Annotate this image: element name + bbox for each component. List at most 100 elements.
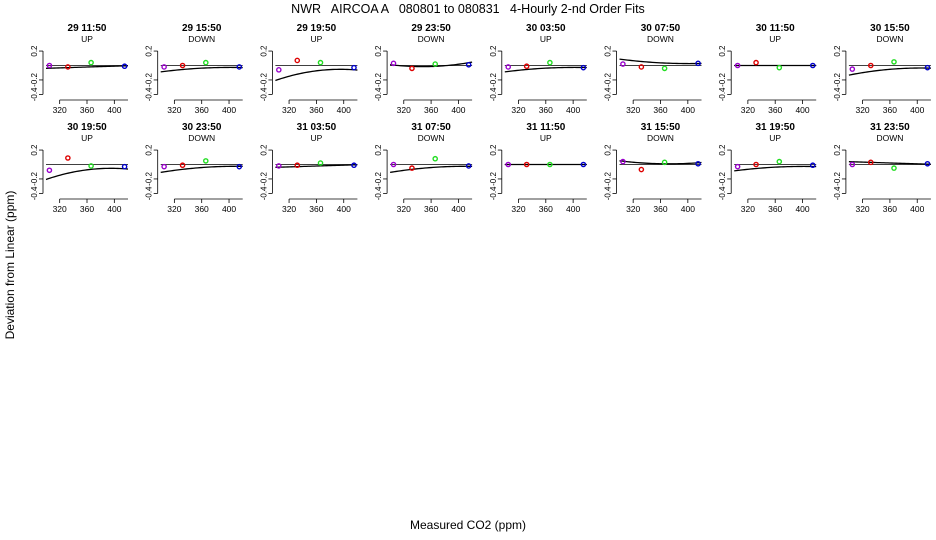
panel-direction-label: DOWN xyxy=(876,34,903,44)
panel-direction-label: UP xyxy=(540,34,552,44)
y-tick-label: -0.2 xyxy=(604,73,613,87)
fit-curve xyxy=(619,58,702,65)
x-tick-label: 320 xyxy=(511,204,525,214)
y-tick-label: -0.4 xyxy=(604,186,613,200)
x-tick-label: 400 xyxy=(795,105,809,115)
y-tick-label: -0.2 xyxy=(374,73,383,87)
y-tick-label: -0.2 xyxy=(489,73,498,87)
panel-title: 31 15:50 xyxy=(641,122,681,133)
panel-title: 31 11:50 xyxy=(526,122,565,133)
y-tick-label: -0.4 xyxy=(145,87,154,101)
y-tick-label: -0.2 xyxy=(718,172,727,186)
panel-title: 30 19:50 xyxy=(67,122,107,133)
data-point xyxy=(390,161,397,168)
panel-title: 29 19:50 xyxy=(297,23,337,34)
panel-title: 30 03:50 xyxy=(526,23,566,34)
fit-curve xyxy=(848,67,931,76)
x-tick-label: 360 xyxy=(653,204,667,214)
x-tick-label: 360 xyxy=(883,105,897,115)
x-tick-label: 360 xyxy=(424,105,438,115)
y-tick-label: -0.4 xyxy=(259,186,268,200)
data-point xyxy=(547,161,553,168)
y-tick-label: 0.2 xyxy=(30,144,39,156)
x-tick-label: 360 xyxy=(653,105,667,115)
data-point xyxy=(620,61,626,67)
panel-title: 30 23:50 xyxy=(182,122,222,133)
x-tick-label: 400 xyxy=(795,204,809,214)
data-point xyxy=(776,64,783,71)
panel-direction-label: UP xyxy=(81,133,93,143)
x-tick-label: 320 xyxy=(397,204,411,214)
x-tick-label: 320 xyxy=(167,105,181,115)
panel-direction-label: DOWN xyxy=(418,133,445,143)
y-tick-label: -0.4 xyxy=(30,186,39,200)
x-tick-label: 320 xyxy=(741,105,755,115)
x-axis-label: Measured CO2 (ppm) xyxy=(409,518,527,532)
x-tick-label: 320 xyxy=(626,105,640,115)
data-point xyxy=(88,163,94,169)
fit-curve xyxy=(160,66,243,73)
data-point xyxy=(924,64,931,71)
data-point xyxy=(121,63,128,70)
panel-direction-label: DOWN xyxy=(876,133,903,143)
panel-title: 31 23:50 xyxy=(870,122,910,133)
data-point xyxy=(121,163,128,170)
data-point xyxy=(505,161,512,168)
y-tick-label: 0.2 xyxy=(833,45,842,57)
data-point xyxy=(734,62,741,69)
y-tick-label: -0.4 xyxy=(374,87,383,101)
data-point xyxy=(65,155,71,161)
data-point xyxy=(661,159,668,166)
x-tick-label: 400 xyxy=(337,105,351,115)
x-tick-label: 400 xyxy=(107,204,121,214)
y-tick-label: 0.2 xyxy=(718,45,727,57)
x-tick-label: 400 xyxy=(681,105,695,115)
data-point xyxy=(351,162,357,169)
y-tick-label: -0.2 xyxy=(604,172,613,186)
y-tick-label: -0.4 xyxy=(833,87,842,101)
data-point xyxy=(580,64,587,71)
data-point xyxy=(236,64,243,70)
x-tick-label: 320 xyxy=(855,105,869,115)
data-point xyxy=(867,62,874,69)
panel-direction-label: UP xyxy=(81,34,93,44)
fit-curve xyxy=(275,164,358,168)
fit-curve xyxy=(619,160,702,165)
y-tick-label: -0.2 xyxy=(489,172,498,186)
panel-title: 30 15:50 xyxy=(870,23,910,34)
data-point xyxy=(432,155,439,162)
y-tick-label: 0.2 xyxy=(145,144,154,156)
data-point xyxy=(638,166,645,173)
fit-curve xyxy=(45,167,129,181)
y-tick-label: 0.2 xyxy=(374,45,383,57)
y-tick-label: -0.2 xyxy=(833,172,842,186)
x-tick-label: 320 xyxy=(282,105,296,115)
x-tick-label: 320 xyxy=(626,204,640,214)
data-point xyxy=(753,161,759,168)
x-tick-label: 400 xyxy=(451,204,465,214)
data-point xyxy=(505,64,512,70)
x-tick-label: 360 xyxy=(309,105,323,115)
x-tick-label: 360 xyxy=(768,105,782,115)
panel-title: 30 11:50 xyxy=(756,23,795,34)
x-tick-label: 400 xyxy=(910,204,924,214)
x-tick-label: 400 xyxy=(222,105,236,115)
chart-title: NWR AIRCOA A 080801 to 080831 4-Hourly 2… xyxy=(291,2,645,16)
y-tick-label: 0.2 xyxy=(374,144,383,156)
y-tick-label: -0.4 xyxy=(833,186,842,200)
data-point xyxy=(891,59,897,65)
data-point xyxy=(523,161,530,168)
x-tick-label: 320 xyxy=(511,105,525,115)
y-tick-label: -0.4 xyxy=(374,186,383,200)
y-tick-label: 0.2 xyxy=(30,45,39,57)
x-tick-label: 360 xyxy=(539,105,553,115)
y-tick-label: 0.2 xyxy=(489,144,498,156)
y-tick-label: -0.4 xyxy=(604,87,613,101)
